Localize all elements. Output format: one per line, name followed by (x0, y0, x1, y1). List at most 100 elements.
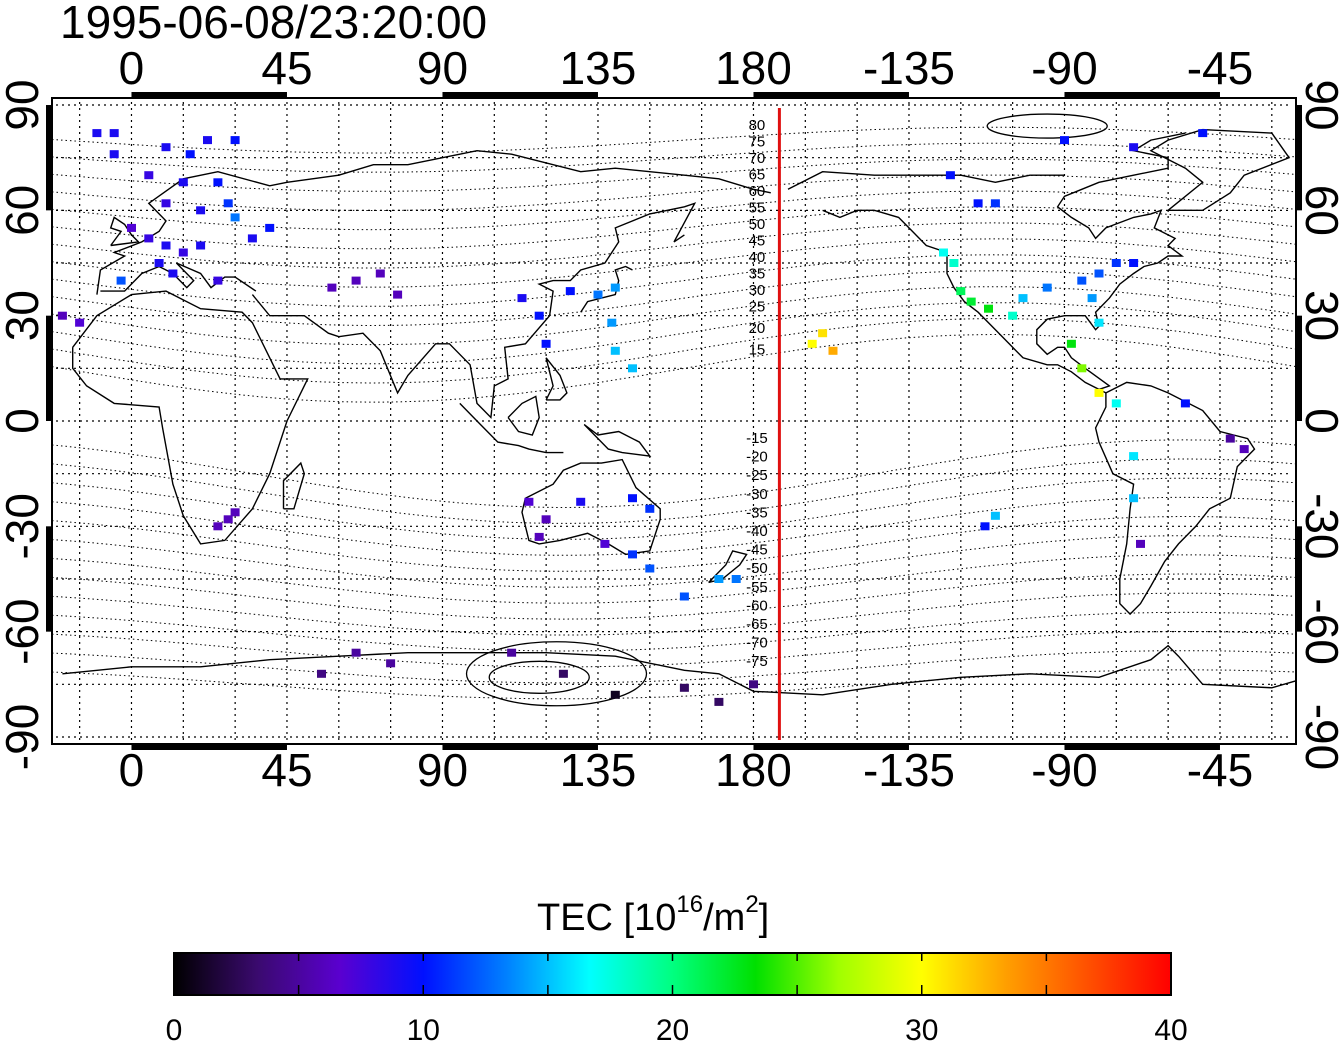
mlat-label: -55 (746, 579, 768, 596)
tec-cell (565, 287, 575, 296)
tec-cell (223, 515, 233, 524)
tec-cell (558, 669, 568, 678)
right-lat-label: 90 (1296, 79, 1344, 130)
tec-cell (196, 241, 206, 250)
bottom-lon-label: -45 (1187, 744, 1253, 796)
tec-cell (1136, 539, 1145, 548)
mlat-contour (51, 190, 1297, 231)
colorbar-tick-label: 10 (407, 1014, 440, 1047)
tec-cell (1094, 318, 1104, 327)
right-lat-label: 60 (1296, 185, 1344, 236)
tec-cell (628, 364, 637, 373)
right-lat-label: 0 (1296, 408, 1344, 434)
tec-cell (230, 213, 240, 222)
right-edge-bar (1296, 315, 1302, 421)
tec-cell (375, 269, 385, 278)
coastline (822, 209, 1107, 394)
tec-cell (610, 690, 620, 699)
colorbar-ticks: 0 10 20 30 40 (166, 953, 1188, 1047)
mlat-label: 55 (749, 200, 766, 217)
left-edge-bar (46, 526, 52, 632)
coastline (1149, 128, 1291, 211)
right-latitude-ticks: 90 60 30 0 -30 -60 -90 (1296, 79, 1344, 770)
mlat-contour (51, 222, 1297, 269)
tec-cell (600, 539, 610, 548)
tec-cell (517, 294, 527, 303)
tec-cell (223, 199, 233, 208)
coastline (1036, 132, 1186, 391)
mlat-contour (51, 631, 1297, 668)
mlat-label: 80 (749, 117, 766, 134)
left-edge-bar (46, 105, 52, 211)
mlat-pole-ring (488, 660, 590, 694)
mlat-label: 40 (749, 249, 766, 266)
mlat-contour (51, 126, 1297, 154)
tec-cell (75, 318, 85, 327)
mlat-contour (51, 554, 1297, 604)
coastline (109, 216, 140, 247)
tec-cell (607, 318, 617, 327)
tec-cell (109, 129, 119, 138)
tec-cell (351, 648, 361, 657)
tec-cell (1018, 294, 1028, 303)
bottom-longitude-ticks: 0 45 90 135 180 -135 -90 -45 (119, 744, 1254, 796)
mlat-label: -50 (746, 560, 768, 577)
tec-cell (679, 592, 689, 601)
tec-cell (990, 511, 1000, 520)
tec-cell (92, 129, 102, 138)
bottom-lon-label: 135 (560, 744, 637, 796)
right-lat-label: -90 (1296, 704, 1344, 770)
tec-cell (1060, 136, 1069, 145)
tec-cell (109, 150, 119, 159)
tec-cell (980, 522, 990, 531)
mlat-contour (51, 174, 1297, 211)
tec-cell (213, 276, 223, 285)
bottom-edge-bar (753, 744, 909, 750)
tec-cell (386, 659, 396, 668)
tec-cell (154, 259, 164, 267)
graticule (56, 102, 1292, 740)
top-longitude-ticks: 0 45 90 135 180 -135 -90 -45 (119, 42, 1254, 94)
mlat-label: -25 (746, 467, 768, 484)
tec-cell (1129, 452, 1139, 461)
tec-cell (393, 290, 403, 299)
top-lon-label: 90 (417, 42, 468, 94)
axis-edge-bars (46, 92, 1302, 750)
tec-cell (956, 287, 966, 296)
mlat-contour (51, 333, 1297, 403)
tec-cell (628, 494, 637, 503)
tec-cell (161, 143, 171, 152)
tec-cell (247, 234, 257, 243)
top-edge-bar (442, 92, 598, 98)
tec-colorbar: TEC [1016/m2] 0 10 20 30 40 (166, 891, 1188, 1047)
left-latitude-ticks: 90 60 30 0 -30 -60 -90 (0, 79, 48, 770)
right-lat-label: 30 (1296, 290, 1344, 341)
tec-cell (679, 683, 689, 692)
mlat-pole-ring (986, 113, 1108, 139)
left-lat-label: -30 (0, 493, 48, 559)
mlat-contour (51, 477, 1297, 540)
coastline (787, 170, 1065, 190)
tec-cell (1094, 269, 1104, 278)
tec-cell (144, 234, 154, 243)
mlat-label: 25 (749, 299, 766, 316)
tec-cell (1129, 259, 1139, 267)
tec-cell (213, 522, 223, 531)
bottom-lon-label: 0 (119, 744, 145, 796)
mlat-label: 20 (749, 320, 766, 337)
top-lon-label: 0 (119, 42, 145, 94)
mlat-contour (51, 158, 1297, 192)
tec-cell (534, 311, 544, 320)
mlat-label: -40 (746, 523, 768, 540)
mlat-label: -70 (746, 635, 768, 652)
map-title: 1995-06-08/23:20:00 (60, 0, 487, 48)
tec-data-cells (57, 129, 1249, 706)
magnetic-latitude-contours (51, 113, 1297, 707)
tec-cell (534, 532, 544, 541)
coastline (459, 402, 564, 454)
tec-cell (161, 241, 171, 250)
bottom-edge-bar (442, 744, 598, 750)
coastline (521, 458, 661, 556)
mlat-contour (51, 254, 1297, 307)
tec-cell (265, 223, 275, 232)
